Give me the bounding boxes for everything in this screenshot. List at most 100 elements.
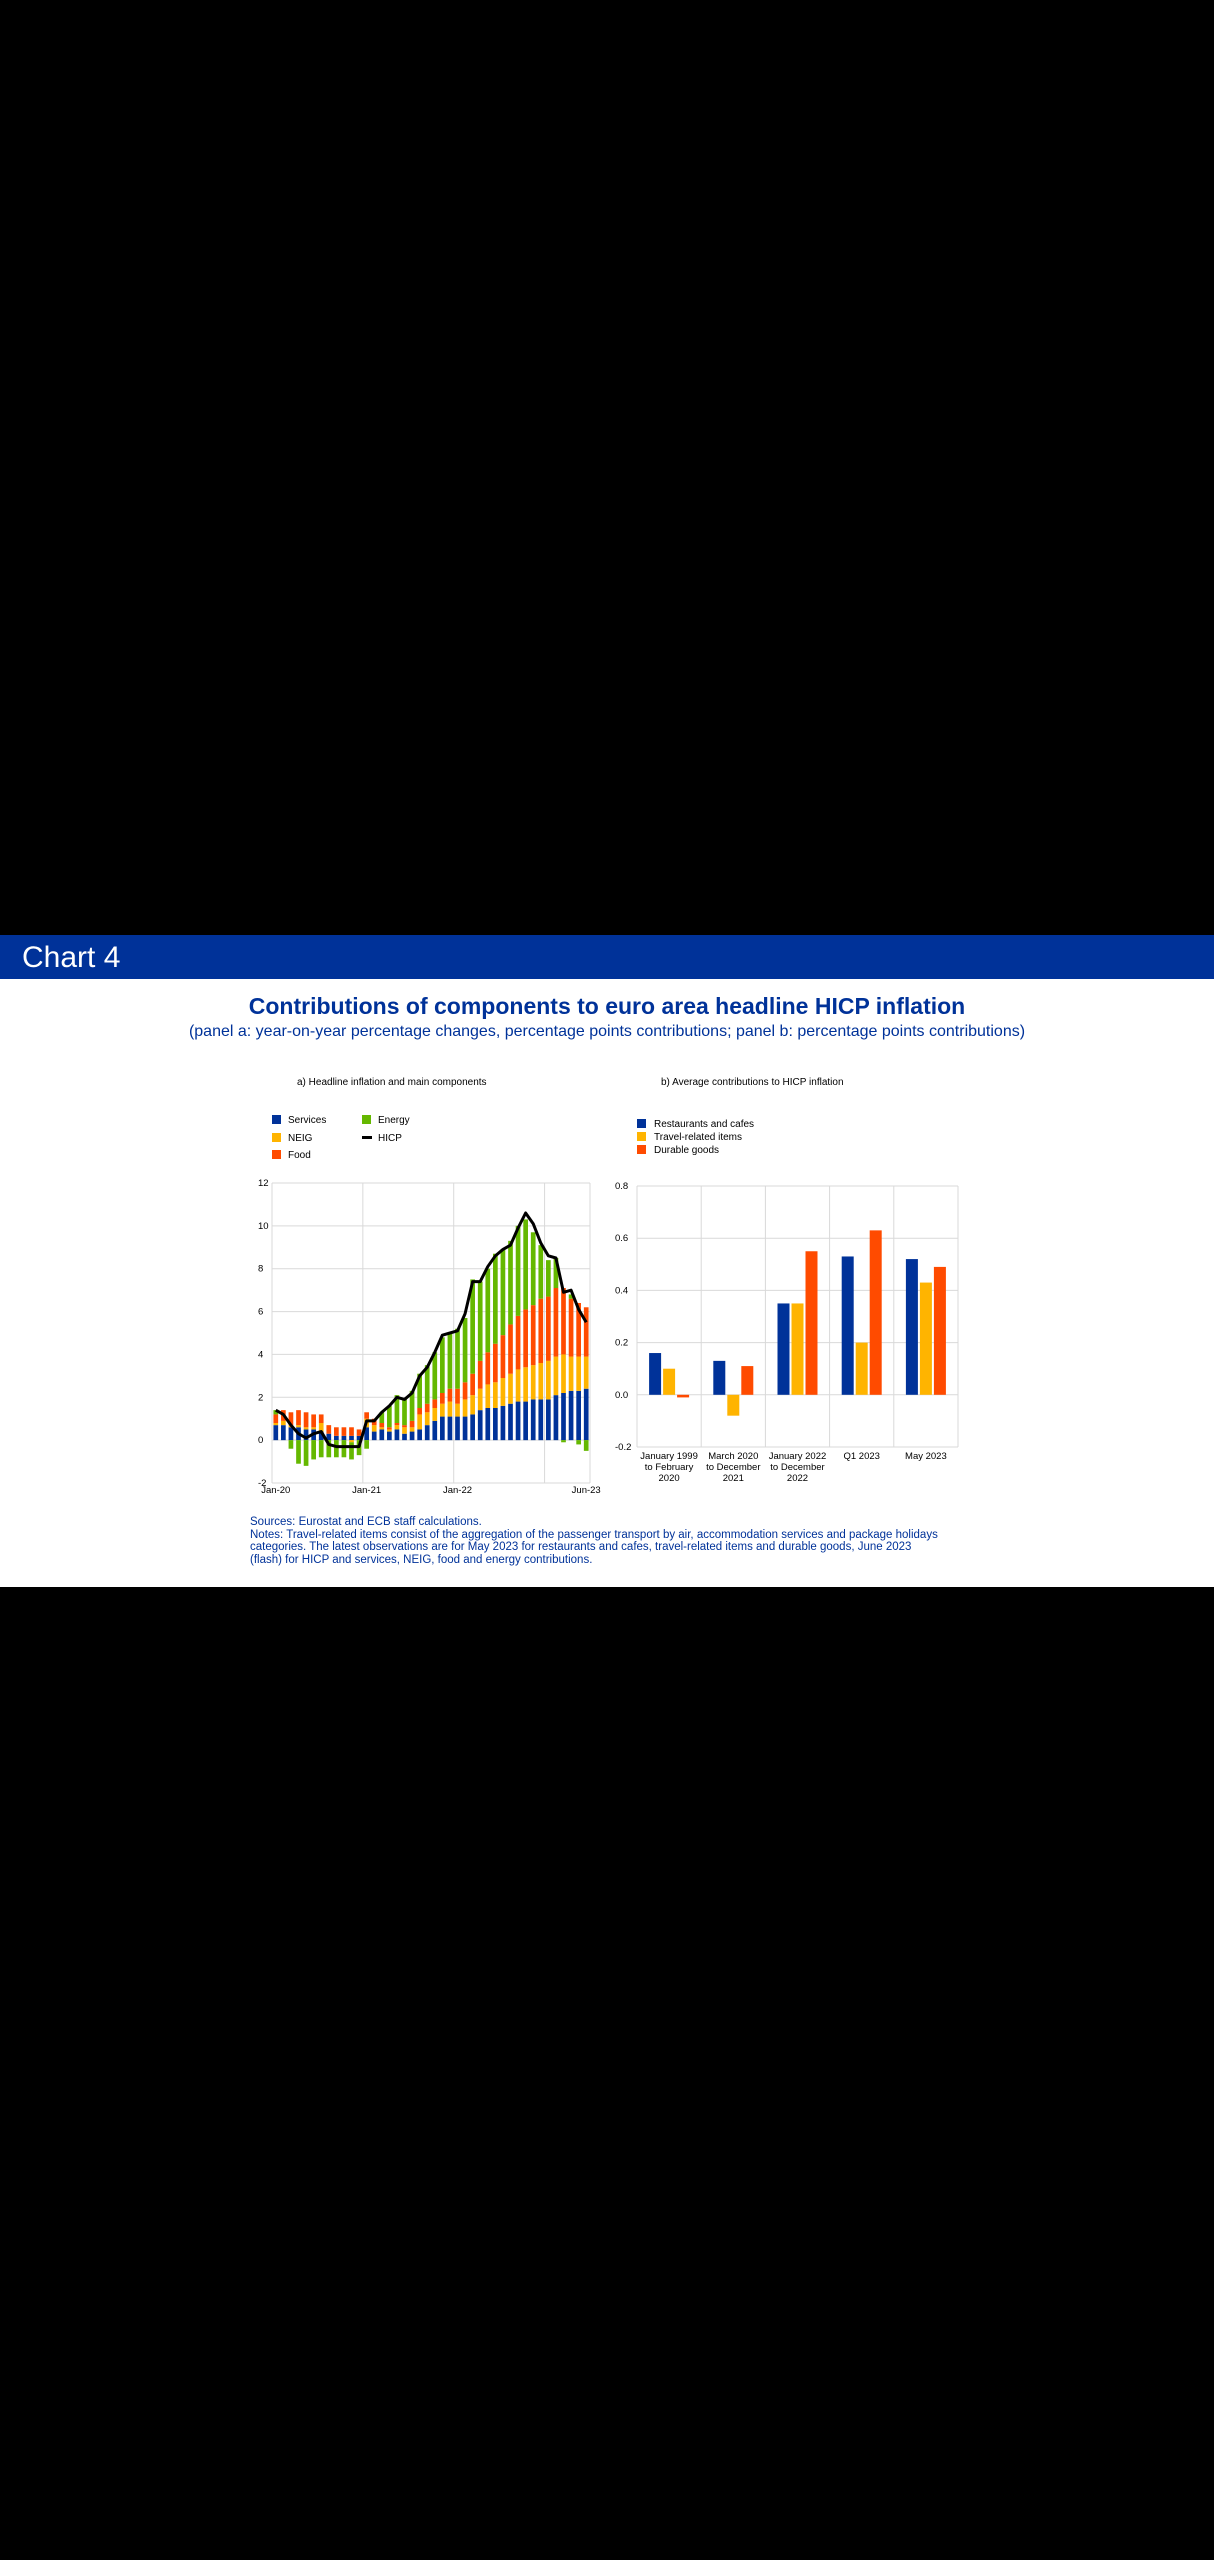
bar-energy-2022-11 bbox=[530, 1232, 536, 1306]
bar-food-2023-05 bbox=[576, 1303, 581, 1357]
bar-neig-2023-05 bbox=[576, 1356, 581, 1391]
panel-a-bars bbox=[273, 1219, 589, 1466]
bar-neig-2021-08 bbox=[417, 1414, 422, 1430]
bar-food-2022-03 bbox=[470, 1373, 475, 1396]
panel-b-x-tick-label: January 2022 to December 2022 bbox=[769, 1451, 827, 1484]
bar-neig-2023-06 bbox=[583, 1356, 589, 1389]
bar-neig-2020-07 bbox=[318, 1423, 324, 1432]
bar-neig-2020-02 bbox=[281, 1420, 286, 1426]
bar-neig-2020-11 bbox=[349, 1440, 354, 1443]
bar-neig-2023-02 bbox=[553, 1356, 559, 1396]
bar-food-2020-07 bbox=[318, 1414, 324, 1423]
legend-label-neig: NEIG bbox=[288, 1133, 313, 1144]
bar-food-2021-11 bbox=[440, 1393, 445, 1404]
chart-subtitle: (panel a: year-on-year percentage change… bbox=[188, 1023, 1026, 1040]
bar-energy-2020-10 bbox=[341, 1440, 347, 1458]
panel-a-legend: Services NEIG Food Energy HICP bbox=[272, 1115, 410, 1161]
bar-energy-2020-05 bbox=[303, 1440, 309, 1466]
panel-a-x-tick-label: Jan-20 bbox=[261, 1485, 290, 1496]
bar-durable-goods-cat-2 bbox=[741, 1366, 754, 1395]
bar-food-2020-05 bbox=[303, 1412, 309, 1428]
bar-restaurants-and-cafes-cat-1 bbox=[649, 1353, 662, 1395]
bar-travel-related-items-cat-1 bbox=[663, 1368, 676, 1395]
panel-b-x-tick-line: January 2022 bbox=[769, 1451, 827, 1462]
panel-b-x-tick-line: January 1999 bbox=[640, 1451, 698, 1462]
bar-energy-2023-01 bbox=[546, 1260, 551, 1297]
panel-b-x-tick-label: Q1 2023 bbox=[843, 1451, 879, 1462]
panel-b-title: b) Average contributions to HICP inflati… bbox=[661, 1077, 844, 1088]
bar-energy-2020-11 bbox=[349, 1442, 354, 1460]
bar-services-2022-03 bbox=[470, 1414, 475, 1441]
panel-b-x-tick-line: Q1 2023 bbox=[843, 1451, 879, 1462]
bar-services-2023-01 bbox=[546, 1399, 551, 1441]
bar-food-2023-02 bbox=[553, 1288, 559, 1357]
bar-neig-2022-02 bbox=[462, 1399, 468, 1417]
legend-swatch-restaurants-and-cafes bbox=[637, 1119, 646, 1128]
panel-b-grid bbox=[636, 1185, 959, 1448]
bar-travel-related-items-cat-4 bbox=[855, 1342, 868, 1395]
bar-services-2023-05 bbox=[576, 1390, 581, 1441]
bar-energy-2021-08 bbox=[417, 1373, 422, 1408]
bar-neig-2021-02 bbox=[371, 1425, 377, 1432]
bar-energy-2022-06 bbox=[493, 1253, 498, 1344]
bar-food-2020-04 bbox=[296, 1410, 301, 1426]
bar-food-2023-04 bbox=[568, 1298, 574, 1357]
bar-services-2021-01 bbox=[364, 1427, 369, 1441]
bar-services-2022-04 bbox=[477, 1410, 483, 1441]
bar-energy-2022-05 bbox=[485, 1268, 491, 1353]
bar-energy-2021-10 bbox=[432, 1352, 438, 1400]
bar-energy-2023-02 bbox=[553, 1258, 559, 1288]
bar-services-2020-03 bbox=[288, 1427, 294, 1441]
bar-energy-2021-07 bbox=[409, 1390, 415, 1421]
panel-a-grid bbox=[271, 1182, 591, 1484]
bar-travel-related-items-cat-2 bbox=[727, 1394, 740, 1416]
bar-services-2021-10 bbox=[432, 1420, 438, 1441]
bar-food-2021-09 bbox=[424, 1403, 430, 1413]
bar-services-2021-09 bbox=[424, 1425, 430, 1441]
bar-energy-2021-03 bbox=[379, 1412, 385, 1423]
bar-food-2020-09 bbox=[334, 1427, 339, 1436]
bar-energy-2021-04 bbox=[387, 1405, 392, 1428]
bar-services-2021-03 bbox=[379, 1429, 385, 1441]
panel-a-y-tick-label: 4 bbox=[258, 1349, 263, 1360]
bar-services-2023-06 bbox=[583, 1388, 589, 1441]
bar-neig-2022-08 bbox=[508, 1373, 513, 1404]
bar-services-2021-05 bbox=[394, 1429, 400, 1441]
bar-services-2020-11 bbox=[349, 1435, 354, 1441]
bar-food-2021-04 bbox=[387, 1427, 392, 1430]
bar-food-2022-10 bbox=[523, 1309, 528, 1368]
legend-swatch-durable-goods bbox=[637, 1145, 646, 1154]
bar-neig-2020-04 bbox=[296, 1425, 301, 1428]
bar-neig-2022-11 bbox=[530, 1365, 536, 1400]
legend-label-travel-related-items: Travel-related items bbox=[654, 1132, 742, 1143]
bar-energy-2020-01 bbox=[273, 1410, 279, 1415]
bar-neig-2022-03 bbox=[470, 1395, 475, 1415]
panel-a-y-tick-label: 6 bbox=[258, 1307, 263, 1318]
notes-line-2: categories. The latest observations are … bbox=[250, 1541, 912, 1553]
bar-food-2020-12 bbox=[356, 1429, 362, 1436]
bar-services-2022-07 bbox=[500, 1405, 506, 1441]
bar-services-2022-12 bbox=[538, 1399, 544, 1441]
bar-food-2022-02 bbox=[462, 1382, 468, 1400]
bar-neig-2020-01 bbox=[273, 1423, 279, 1426]
bar-energy-2022-04 bbox=[477, 1281, 483, 1361]
notes-line-1: Notes: Travel-related items consist of t… bbox=[250, 1528, 938, 1541]
bar-services-2023-04 bbox=[568, 1390, 574, 1441]
panel-b-bars bbox=[649, 1230, 946, 1416]
bar-services-2022-06 bbox=[493, 1408, 498, 1441]
bar-energy-2022-03 bbox=[470, 1279, 475, 1374]
bar-neig-2022-06 bbox=[493, 1382, 498, 1408]
bar-food-2021-08 bbox=[417, 1408, 422, 1415]
bar-food-2022-07 bbox=[500, 1335, 506, 1378]
bar-energy-2023-05 bbox=[576, 1440, 581, 1445]
legend-label-energy: Energy bbox=[378, 1115, 410, 1126]
bar-neig-2020-05 bbox=[303, 1427, 309, 1430]
bar-neig-2021-05 bbox=[394, 1425, 400, 1430]
panel-b-y-tick-label: 0.0 bbox=[615, 1390, 628, 1401]
chart-header-bar: Chart 4 bbox=[0, 935, 1214, 979]
panel-a-x-tick-label: Jan-21 bbox=[352, 1485, 381, 1496]
bar-services-2021-11 bbox=[440, 1416, 445, 1441]
bar-services-2021-07 bbox=[409, 1431, 415, 1441]
bar-energy-2021-12 bbox=[447, 1333, 453, 1389]
bar-energy-2020-04 bbox=[296, 1440, 301, 1464]
